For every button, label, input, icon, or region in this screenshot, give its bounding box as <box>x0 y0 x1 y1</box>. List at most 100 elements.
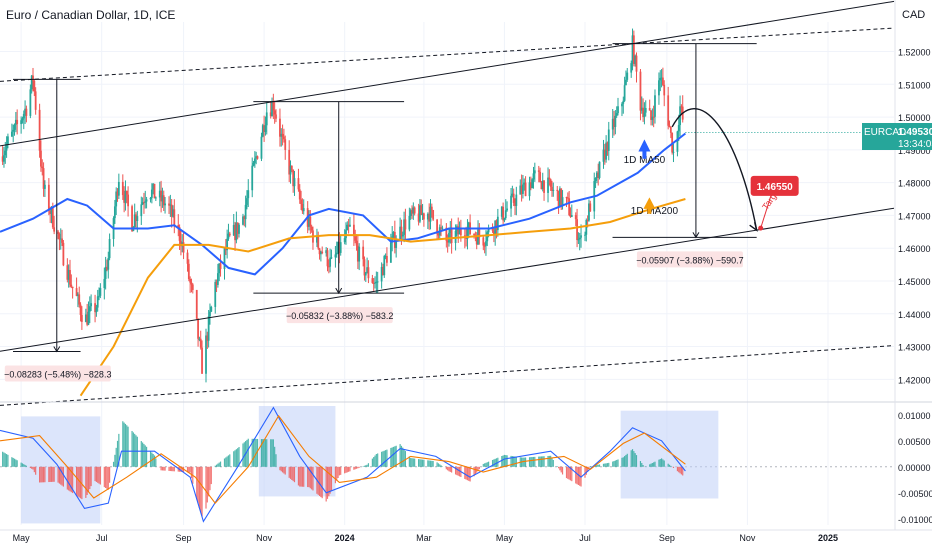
candle-body <box>67 269 70 280</box>
ma200-line <box>79 198 686 397</box>
macd-tick-label: -0.00500 <box>898 489 932 499</box>
candle-body <box>528 182 531 197</box>
candle-body <box>205 335 207 374</box>
candle-body <box>329 257 332 267</box>
candle-body <box>676 131 679 152</box>
candle-body <box>584 234 586 236</box>
candle-body <box>107 258 110 270</box>
candle-body <box>62 242 65 266</box>
candle-body <box>34 91 37 110</box>
candle-body <box>364 272 367 276</box>
candle-body <box>569 214 572 217</box>
candle-body <box>22 113 25 119</box>
candle-body <box>543 180 545 193</box>
candle-body <box>403 219 405 235</box>
candle-body <box>80 314 83 322</box>
candle-body <box>69 269 71 285</box>
candle-body <box>242 216 244 225</box>
candle-body <box>244 204 247 220</box>
candle-body <box>346 224 349 231</box>
candle-body <box>566 197 569 199</box>
candle-body <box>376 281 379 283</box>
candle-body <box>5 144 8 151</box>
candle-body <box>162 195 165 206</box>
candle-body <box>141 202 144 205</box>
candle-body <box>672 151 675 153</box>
candle-body <box>437 233 440 236</box>
ma50-arrow-icon <box>638 139 651 159</box>
candle-body <box>363 259 366 276</box>
candle-body <box>24 108 26 114</box>
candle-body <box>283 136 285 140</box>
candle-body <box>504 210 507 219</box>
candle-body <box>639 71 642 111</box>
target-price-text: 1.46550 <box>757 182 794 193</box>
ma50-annotation: 1D MA50 <box>624 155 666 166</box>
candle-body <box>135 214 137 221</box>
candle-body <box>422 213 425 220</box>
candle-body <box>589 203 592 212</box>
candle-body <box>149 197 152 200</box>
candle-body <box>354 236 357 241</box>
candle-body <box>198 338 201 340</box>
candle-body <box>4 150 7 156</box>
ma200-arrow-icon <box>643 197 656 214</box>
candle-body <box>540 182 543 190</box>
candle-body <box>380 267 383 282</box>
candle-body <box>301 204 304 212</box>
candle-body <box>235 222 238 241</box>
candle-body <box>473 234 475 236</box>
candle-body <box>327 266 330 268</box>
candle-body <box>234 224 236 241</box>
candlestick-series <box>1 28 894 383</box>
candle-body <box>549 179 552 187</box>
candle-body <box>66 265 69 280</box>
candle-body <box>349 224 351 227</box>
candle-body <box>14 119 17 125</box>
price-badge-value: 1.49530 <box>898 127 932 138</box>
candle-body <box>236 222 239 234</box>
candle-body <box>317 236 320 249</box>
candle-body <box>623 85 626 101</box>
candle-body <box>178 227 181 241</box>
candle-body <box>654 95 656 117</box>
measure-arrow <box>335 287 343 295</box>
candle-body <box>182 242 185 253</box>
time-tick-label: Sep <box>176 533 192 543</box>
candle-body <box>124 190 127 203</box>
candle-body <box>372 282 375 284</box>
candle-body <box>261 125 264 137</box>
candle-body <box>580 235 582 238</box>
ma50-line <box>0 132 687 276</box>
candle-body <box>356 245 359 262</box>
target-price-badge <box>750 175 799 196</box>
time-tick-label: May <box>13 533 31 543</box>
candle-body <box>486 232 489 242</box>
candle-body <box>335 252 338 255</box>
candle-body <box>445 227 448 241</box>
candle-body <box>308 216 310 227</box>
candle-body <box>7 136 9 145</box>
candle-body <box>172 209 174 217</box>
candle-body <box>260 136 263 159</box>
candle-body <box>652 116 655 118</box>
candle-body <box>12 129 15 132</box>
candle-body <box>117 181 120 196</box>
candle-body <box>485 241 487 246</box>
candle-body <box>227 233 230 239</box>
candle-body <box>411 210 413 214</box>
candle-body <box>330 257 333 259</box>
candle-body <box>228 233 231 236</box>
candle-body <box>605 142 608 160</box>
time-tick-label: 2024 <box>335 533 355 543</box>
candle-body <box>168 203 170 206</box>
candle-body <box>38 109 41 151</box>
candle-body <box>539 171 541 183</box>
candle-body <box>284 139 287 150</box>
candle-body <box>87 311 90 325</box>
candle-body <box>449 229 452 233</box>
candle-body <box>478 229 481 238</box>
candle-body <box>495 220 498 231</box>
candle-body <box>125 190 128 195</box>
candle-body <box>635 55 638 72</box>
